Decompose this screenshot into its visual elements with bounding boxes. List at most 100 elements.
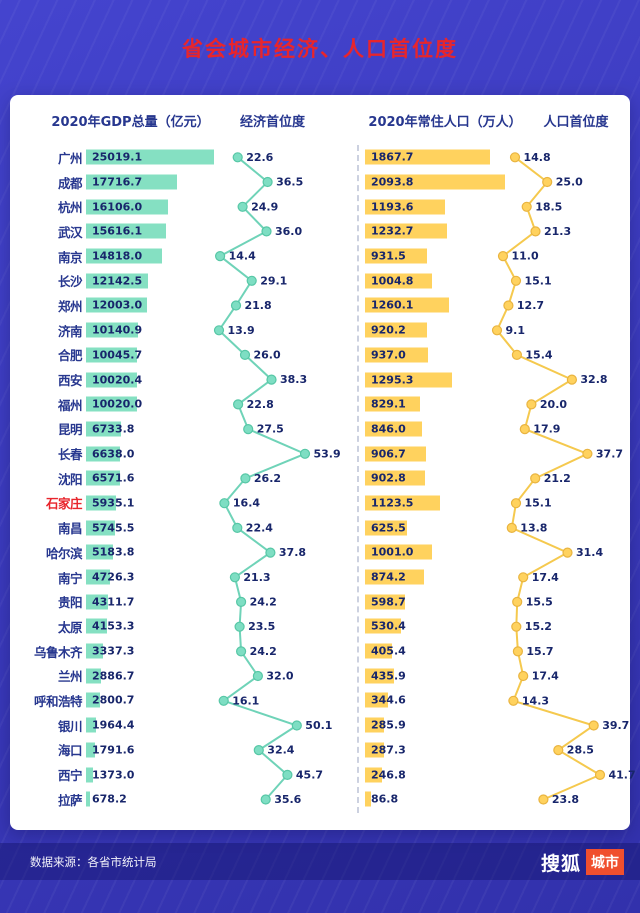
pop-bar-cell: 931.5 [365,244,510,269]
pop-bar-cell: 1001.0 [365,540,510,565]
gdp-bar [86,248,162,264]
econ-primacy-value: 24.2 [250,595,277,608]
pop-primacy-dot [582,448,593,459]
gdp-value: 12003.0 [92,298,143,312]
econ-primacy-dot [213,325,225,336]
gdp-bar [86,273,149,289]
gdp-bar [86,223,166,239]
pop-bar [365,446,426,462]
pop-primacy-chart: 14.8 25.0 18.5 21.3 11.0 15.1 12.7 9.1 15.4 32.8 2… [491,151,636,806]
gdp-bar-cell: 17716.7 [86,170,216,195]
pop-bar [365,692,388,708]
econ-primacy-chart: 22.636.5 24.9 36.0 14.4 29.1 21.8 13.9 26.0 38.3… [213,151,341,806]
gdp-bar [86,643,104,659]
pop-primacy-dot [511,621,522,632]
gdp-bar [86,174,177,190]
gdp-bar-cell: 10020.0 [86,392,216,417]
econ-primacy-value: 16.1 [232,694,259,707]
pop-bar [365,742,385,758]
city-row: 昆明 6733.8 846.0 [10,417,630,442]
econ-primacy-dot [236,646,247,657]
city-label: 乌鲁木齐 [33,644,83,660]
pop-bar-cell: 625.5 [365,515,510,540]
city-label: 西宁 [57,768,83,784]
econ-primacy-value: 26.2 [254,472,281,485]
econ-primacy-dot [234,621,245,632]
pop-bar-cell: 285.9 [365,713,510,738]
pop-bar-cell: 405.4 [365,639,510,664]
footer-band: 数据来源：各省市统计局 [0,843,640,880]
gdp-value: 5745.5 [92,521,135,535]
pop-primacy-dot [553,744,564,756]
pop-bar [365,791,371,807]
econ-primacy-dot [232,522,243,533]
gdp-bar [86,569,111,585]
city-label: 合肥 [57,348,83,364]
pop-primacy-value: 39.7 [602,719,629,732]
pop-primacy-value: 37.7 [596,447,623,460]
pop-bar [365,322,427,338]
city-row: 广州 25019.1 1867.7 [10,145,630,170]
gdp-bar [86,520,116,536]
econ-primacy-value: 21.3 [243,571,270,584]
city-row: 合肥 10045.7 937.0 [10,343,630,368]
gdp-bar-cell: 678.2 [86,787,216,812]
gdp-value: 1373.0 [92,768,135,782]
city-label: 太原 [57,619,83,635]
econ-primacy-value: 21.8 [245,299,272,312]
page-title: 省会城市经济、人口首位度 [182,37,458,61]
pop-value: 246.8 [371,768,406,782]
pop-bar-cell: 1260.1 [365,293,510,318]
pop-value: 1123.5 [371,496,414,510]
pop-bar [365,569,424,585]
pop-bar [365,396,421,412]
econ-primacy-dot [299,448,311,459]
city-label: 石家庄 [45,496,83,512]
pop-bar-cell: 86.8 [365,787,510,812]
pop-value: 906.7 [371,447,406,461]
pop-primacy-value: 11.0 [512,250,539,263]
gdp-value: 16106.0 [92,200,143,214]
gdp-bar-cell: 10045.7 [86,343,216,368]
pop-value: 405.4 [371,644,406,658]
city-row: 南宁 4726.3 874.2 [10,565,630,590]
pop-primacy-dot [530,473,541,484]
gdp-value: 10045.7 [92,348,143,362]
gdp-bar-cell: 5745.5 [86,515,216,540]
pop-bar [365,248,428,264]
pop-bar [365,495,441,511]
pop-primacy-value: 15.1 [525,497,552,510]
pop-value: 1232.7 [371,224,414,238]
gdp-value: 5183.8 [92,545,135,559]
gdp-bar [86,767,93,783]
sohu-logo-text: 搜狐 [540,852,581,875]
pop-primacy-dot [508,695,519,706]
econ-primacy-dot [291,720,302,731]
pop-bar [365,594,405,610]
pop-bar-cell: 920.2 [365,318,510,343]
city-row: 南京 14818.0 931.5 [10,244,630,269]
pop-bar-cell: 344.6 [365,688,510,713]
pop-value: 598.7 [371,595,406,609]
city-label: 长沙 [57,274,83,290]
econ-primacy-value: 24.2 [250,645,277,658]
data-source-note: 数据来源：各省市统计局 [30,854,157,869]
pop-bar-cell: 530.4 [365,614,510,639]
pop-bar-cell: 1123.5 [365,491,510,516]
pop-bar-cell: 906.7 [365,441,510,466]
city-row: 兰州 2886.7 435.9 [10,663,630,688]
pop-primacy-value: 15.2 [525,620,552,633]
pop-primacy-value: 25.0 [556,176,583,189]
city-row: 长沙 12142.5 1004.8 [10,268,630,293]
pop-primacy-dot [538,794,549,805]
city-label: 西安 [57,373,83,389]
econ-primacy-dot [252,670,264,682]
gdp-value: 5935.1 [92,496,135,510]
city-label: 济南 [57,323,83,339]
econ-primacy-value: 32.4 [267,744,294,757]
city-label: 沈阳 [57,471,83,487]
econ-primacy-dot [266,374,277,385]
city-row: 福州 10020.0 829.1 [10,392,630,417]
city-row: 济南 10140.9 920.2 [10,318,630,343]
